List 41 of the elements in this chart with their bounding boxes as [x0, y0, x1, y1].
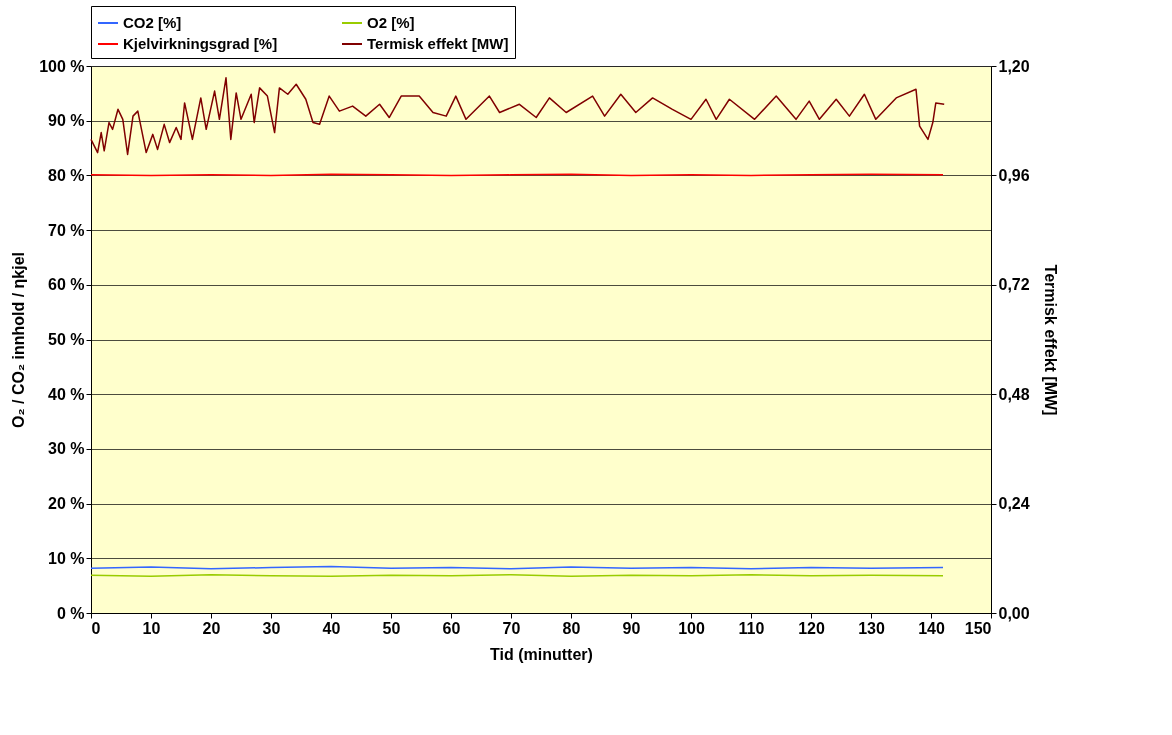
x-tick-label: 60: [442, 619, 461, 637]
y2-tick-label: 0,72: [998, 276, 1030, 294]
y-tick-label: 0 %: [56, 604, 85, 622]
y-tick-label: 70 %: [48, 221, 85, 239]
y2-tick-label: 0,48: [998, 385, 1030, 403]
y-tick-label: 90 %: [48, 112, 85, 130]
y-tick-label: 80 %: [48, 166, 85, 184]
legend-label: Termisk effekt [MW]: [367, 35, 509, 52]
y-axis-title: O₂ / CO₂ innhold / ηkjel: [10, 252, 28, 428]
x-tick-label: 110: [738, 619, 765, 637]
x-tick-label: 0: [91, 619, 101, 637]
y-tick-label: 10 %: [48, 549, 85, 567]
legend-label: O2 [%]: [367, 14, 415, 31]
y2-tick-label: 1,20: [998, 57, 1030, 75]
x-tick-label: 40: [322, 619, 341, 637]
legend-label: CO2 [%]: [123, 14, 182, 31]
y-tick-label: 20 %: [48, 495, 85, 513]
x-tick-label: 20: [202, 619, 221, 637]
y-tick-label: 60 %: [48, 276, 85, 294]
x-axis-title: Tid (minutter): [490, 645, 593, 663]
legend-label: Kjelvirkningsgrad [%]: [123, 35, 278, 52]
x-tick-label: 130: [858, 619, 885, 637]
y-tick-label: 50 %: [48, 331, 85, 348]
x-tick-label: 10: [142, 619, 161, 637]
x-tick-label: 150: [964, 619, 992, 637]
y2-axis-title: Termisk effekt [MW]: [1041, 264, 1059, 416]
y-tick-label: 100 %: [39, 57, 85, 75]
x-tick-label: 70: [502, 619, 521, 637]
y2-tick-label: 0,24: [998, 495, 1030, 513]
y-tick-label: 40 %: [48, 385, 85, 403]
line-series: [90, 77, 945, 156]
y-tick-label: 30 %: [48, 440, 85, 458]
x-tick-label: 30: [262, 619, 281, 637]
x-tick-label: 120: [798, 619, 825, 637]
x-tick-label: 80: [562, 619, 581, 637]
x-tick-label: 50: [382, 619, 401, 637]
y2-tick-label: 0,96: [998, 166, 1030, 184]
x-tick-label: 140: [918, 619, 945, 637]
x-tick-label: 100: [678, 619, 705, 637]
x-tick-label: 90: [622, 619, 641, 637]
y2-tick-label: 0,00: [998, 604, 1030, 622]
